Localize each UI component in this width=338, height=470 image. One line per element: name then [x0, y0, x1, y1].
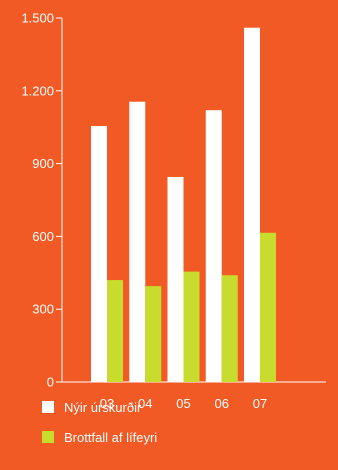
legend-swatch-new-rulings [42, 401, 54, 413]
bar-new-rulings [167, 176, 184, 382]
bar-pension-dropout [260, 232, 276, 382]
legend-item-new-rulings: Nýir úrskurðir [42, 396, 157, 418]
x-tick-label: 04 [138, 396, 152, 411]
legend-swatch-pension-dropout [42, 431, 54, 443]
y-tick-label: 900 [32, 156, 54, 171]
y-tick-label: 300 [32, 302, 54, 317]
legend-label-new-rulings: Nýir úrskurðir [64, 399, 142, 415]
bar-pension-dropout [145, 286, 162, 382]
x-tick-label: 05 [176, 396, 190, 411]
y-tick-label: 0 [47, 375, 54, 390]
legend-label-pension-dropout: Brottfall af lífeyri [64, 429, 158, 445]
bar-new-rulings [129, 101, 146, 382]
bars [91, 27, 276, 383]
bar-new-rulings [205, 110, 222, 383]
bar-pension-dropout [107, 280, 123, 382]
bar-pension-dropout [221, 275, 238, 382]
y-tick-label: 1.200 [21, 83, 54, 98]
x-tick-label: 06 [215, 396, 229, 411]
x-tick-label: 03 [100, 396, 114, 411]
legend-item-pension-dropout: Brottfall af lífeyri [42, 426, 157, 448]
bar-pension-dropout [183, 271, 200, 382]
bar-new-rulings [244, 27, 260, 383]
y-tick-label: 600 [32, 229, 54, 244]
bar-new-rulings [91, 125, 107, 382]
y-tick-label: 1.500 [21, 11, 54, 26]
x-tick-label: 07 [253, 396, 267, 411]
tick-labels: 0 300 600 900 1.200 1.500 03 04 05 06 07 [21, 11, 267, 412]
legend: Nýir úrskurðir Brottfall af lífeyri [42, 396, 157, 456]
